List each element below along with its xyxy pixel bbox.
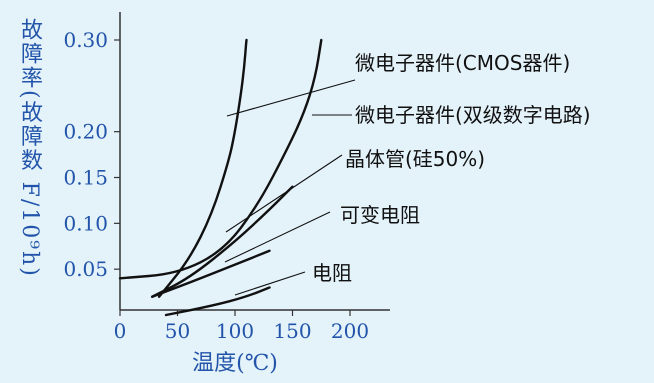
y-axis-label: 故障率(故障数 F/10⁹h) <box>12 18 44 278</box>
y-axis-label-unit: F/10⁹h) <box>17 181 42 278</box>
series-label: 微电子器件(CMOS器件) <box>355 51 570 75</box>
series-line <box>164 286 271 317</box>
x-tick-label: 200 <box>331 319 369 343</box>
y-tick-label: 0.05 <box>63 257 108 281</box>
x-axis-title: 温度(℃) <box>192 351 278 376</box>
x-tick-label: 100 <box>216 319 254 343</box>
y-tick-label: 0.20 <box>63 120 108 144</box>
series-line <box>157 38 248 298</box>
series-line <box>118 38 323 280</box>
x-tick-label: 150 <box>273 319 311 343</box>
series-line <box>151 249 271 298</box>
x-tick-label: 50 <box>165 319 190 343</box>
y-tick-label: 0.10 <box>63 211 108 235</box>
series-label: 可变电阻 <box>340 203 420 227</box>
series-leader-line <box>234 271 306 296</box>
y-tick-label: 0.30 <box>63 28 108 52</box>
series-leader-line <box>226 79 356 117</box>
x-tick-label: 0 <box>114 319 127 343</box>
series-label: 晶体管(硅50%) <box>345 147 485 171</box>
series-line <box>151 185 294 298</box>
series-leader-line <box>225 154 343 233</box>
series-label: 微电子器件(双级数字电路) <box>355 103 591 127</box>
y-tick-label: 0.15 <box>63 166 108 190</box>
y-axis-label-main: 故障率(故障数 <box>17 18 42 173</box>
series-leader-line <box>224 211 331 263</box>
series-label: 电阻 <box>312 261 352 285</box>
